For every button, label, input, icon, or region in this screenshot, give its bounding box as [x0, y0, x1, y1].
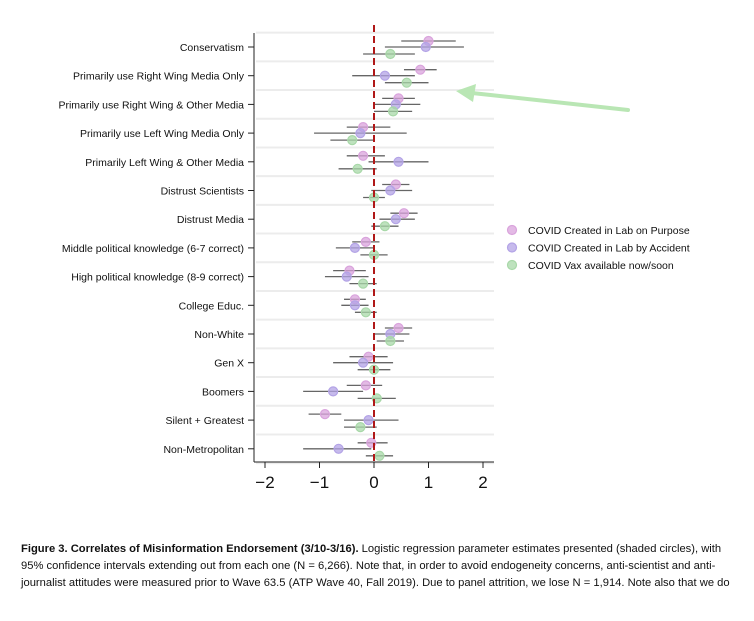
x-tick-label: −2: [255, 473, 274, 492]
point-estimate: [401, 77, 412, 88]
point-estimate: [358, 150, 369, 161]
y-tick-label: College Educ.: [179, 300, 244, 312]
point-estimate: [333, 443, 344, 454]
point-estimate: [398, 208, 410, 219]
point-estimate: [363, 415, 374, 426]
x-tick-label: 2: [478, 473, 487, 492]
legend-label: COVID Created in Lab on Purpose: [528, 225, 690, 237]
point-estimate: [385, 185, 396, 196]
caption-text: Logistic regression parameter estimates …: [21, 543, 730, 589]
legend-marker: [506, 242, 518, 253]
point-estimate: [349, 300, 361, 311]
point-estimate: [341, 271, 352, 282]
y-tick-label: Primarily use Right Wing & Other Media: [58, 99, 244, 111]
point-estimates: [319, 35, 434, 461]
y-tick-label: Silent + Greatest: [166, 415, 245, 427]
x-tick-label: 1: [424, 473, 433, 492]
point-estimate: [352, 163, 363, 174]
y-tick-label: Primarily use Right Wing Media Only: [73, 71, 245, 83]
point-estimate: [379, 70, 390, 81]
point-estimate: [358, 357, 369, 368]
y-tick-label: Gen X: [214, 358, 244, 370]
point-estimate: [387, 106, 399, 117]
point-estimate: [349, 242, 361, 253]
point-estimate: [390, 214, 401, 225]
y-axis: Conservatism Primarily use Right Wing Med…: [58, 33, 255, 462]
legend-label: COVID Created in Lab by Accident: [528, 243, 690, 255]
point-estimate: [347, 135, 358, 146]
x-tick-label: −1: [310, 473, 329, 492]
legend: COVID Created in Lab on Purpose COVID Cre…: [506, 224, 690, 272]
arrow-head: [456, 84, 476, 102]
x-axis: −2 −1 0 1 2: [254, 461, 494, 492]
y-tick-label: Non-White: [194, 329, 244, 341]
point-estimate: [360, 236, 371, 247]
point-estimate: [360, 380, 371, 391]
point-estimate: [415, 64, 426, 75]
y-tick-label: Boomers: [202, 386, 244, 398]
point-estimate: [385, 335, 396, 347]
point-estimate: [360, 307, 371, 318]
point-estimate: [393, 322, 404, 334]
confidence-intervals: [303, 40, 464, 457]
point-estimate: [319, 409, 331, 420]
y-tick-label: Primarily use Left Wing Media Only: [80, 128, 245, 140]
legend-marker: [506, 259, 518, 271]
point-estimate: [393, 156, 404, 167]
y-tick-label: Distrust Scientists: [161, 186, 244, 198]
y-tick-label: Distrust Media: [177, 214, 244, 226]
legend-label: COVID Vax available now/soon: [528, 260, 674, 272]
y-tick-label: Primarily Left Wing & Other Media: [85, 157, 244, 169]
y-tick-label: Non-Metropolitan: [163, 444, 244, 456]
highlight-arrow: [456, 84, 630, 112]
caption-title: Figure 3. Correlates of Misinformation E…: [21, 543, 359, 555]
figure-caption: Figure 3. Correlates of Misinformation E…: [21, 541, 736, 592]
point-estimate: [355, 128, 366, 139]
arrow-shaft: [470, 91, 630, 112]
point-estimate: [379, 221, 390, 232]
point-estimate: [355, 422, 366, 433]
y-tick-label: Conservatism: [180, 42, 244, 54]
y-tick-label: High political knowledge (8-9 correct): [71, 272, 244, 284]
x-tick-label: 0: [369, 473, 378, 492]
point-estimate: [420, 41, 431, 53]
coefficient-plot: Conservatism Primarily use Right Wing Med…: [58, 25, 690, 492]
point-estimate: [328, 386, 339, 397]
y-tick-label: Middle political knowledge (6-7 correct): [62, 243, 244, 255]
point-estimate: [385, 48, 396, 60]
legend-marker: [506, 224, 518, 236]
point-estimate: [374, 450, 385, 461]
point-estimate: [358, 278, 369, 289]
